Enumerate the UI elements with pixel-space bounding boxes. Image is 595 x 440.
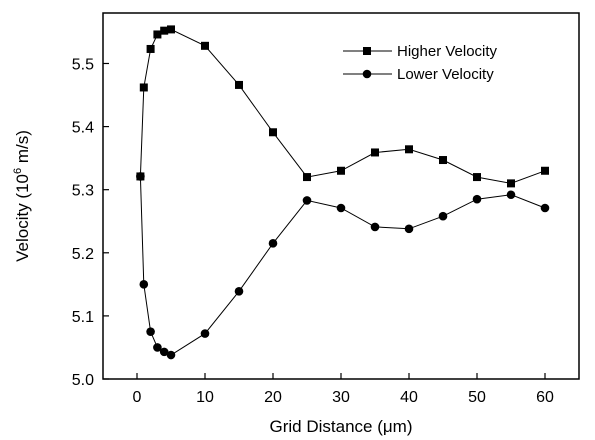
data-point-higher-velocity (541, 166, 549, 175)
data-point-higher-velocity (371, 148, 379, 157)
x-tick-label: 50 (468, 389, 486, 406)
data-point-higher-velocity (405, 145, 413, 154)
y-tick-label: 5.0 (72, 372, 94, 389)
data-point-higher-velocity (507, 179, 515, 188)
data-point-lower-velocity (136, 172, 145, 181)
legend: Higher Velocity Lower Velocity (343, 43, 498, 83)
legend-item-higher-velocity: Higher Velocity (343, 43, 498, 60)
series-lower-velocity (136, 172, 550, 360)
data-point-higher-velocity (337, 166, 345, 175)
legend-item-lower-velocity: Lower Velocity (343, 66, 494, 83)
data-point-higher-velocity (167, 25, 175, 34)
legend-marker (362, 69, 372, 79)
x-tick-label: 20 (264, 389, 282, 406)
data-point-lower-velocity (159, 347, 169, 357)
data-point-higher-velocity (303, 173, 311, 182)
data-point-lower-velocity (139, 280, 149, 289)
x-tick-label: 60 (536, 389, 554, 406)
legend-label: Lower Velocity (397, 66, 494, 83)
y-axis-title-exponent: 6 (12, 168, 24, 174)
y-tick-label: 5.5 (72, 56, 94, 73)
series-line-lower-velocity (139, 176, 546, 356)
y-axis-title-prefix: Velocity (10 (13, 174, 32, 262)
x-tick-label: 10 (196, 389, 214, 406)
axis-ticks: 0 10 20 30 40 50 60 5.0 5.1 5.2 5.3 5.4 5.5 (72, 56, 554, 406)
y-tick-label: 5.3 (72, 183, 94, 200)
data-point-higher-velocity (160, 26, 169, 35)
legend-label: Higher Velocity (397, 43, 498, 60)
data-point-lower-velocity (540, 203, 550, 213)
x-axis-title: Grid Distance (μm) (270, 417, 413, 436)
y-tick-label: 5.2 (72, 246, 94, 263)
y-tick-label: 5.4 (72, 120, 94, 137)
x-tick-label: 40 (400, 389, 418, 406)
data-point-lower-velocity (200, 329, 210, 338)
data-point-higher-velocity (146, 44, 155, 53)
data-point-higher-velocity (269, 128, 277, 137)
data-point-higher-velocity (153, 30, 162, 39)
data-point-lower-velocity (153, 343, 162, 352)
y-axis-title-suffix: m/s) (13, 130, 32, 168)
data-point-lower-velocity (404, 224, 414, 234)
data-point-higher-velocity (235, 80, 243, 89)
x-tick-label: 30 (332, 389, 350, 406)
y-axis-title: Velocity (106 m/s) (12, 130, 32, 262)
data-point-higher-velocity (439, 156, 447, 165)
data-point-higher-velocity (139, 83, 148, 92)
data-point-lower-velocity (370, 222, 380, 232)
data-point-lower-velocity (302, 196, 312, 205)
data-point-lower-velocity (146, 327, 155, 336)
x-tick-label: 0 (133, 389, 142, 406)
data-point-lower-velocity (268, 239, 278, 248)
y-tick-label: 5.1 (72, 309, 94, 326)
data-point-higher-velocity (201, 41, 209, 50)
data-point-lower-velocity (506, 190, 516, 200)
data-point-lower-velocity (438, 211, 448, 221)
legend-marker (363, 47, 371, 55)
data-point-lower-velocity (234, 286, 244, 296)
data-point-lower-velocity (336, 203, 346, 213)
data-point-higher-velocity (473, 173, 481, 182)
data-point-lower-velocity (166, 350, 176, 360)
data-point-lower-velocity (472, 194, 482, 204)
series-layer (136, 25, 550, 360)
